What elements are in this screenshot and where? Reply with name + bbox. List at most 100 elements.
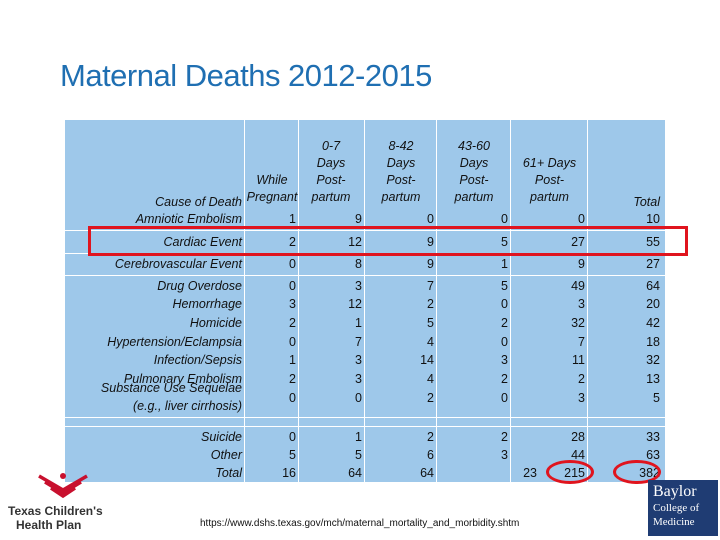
row-separator: [65, 426, 665, 427]
table-cell: 3: [289, 297, 296, 311]
row-label: Other: [210, 448, 242, 462]
header-line: 43-60: [458, 139, 490, 153]
header-while-line1: While: [256, 173, 288, 187]
header-line: Days: [386, 156, 416, 170]
table-cell: 2: [427, 297, 434, 311]
table-cell: 1: [355, 316, 362, 330]
grand-total-highlight: [613, 460, 661, 484]
row-label: Pulmonary Embolism: [123, 372, 242, 386]
table-cell: 23: [523, 466, 537, 480]
header-8-42-days: 8-42 Days Post- partum: [366, 138, 436, 206]
row-label: Hemorrhage: [172, 297, 242, 311]
column-separator: [510, 120, 511, 482]
table-cell: 5: [653, 391, 660, 405]
table-cell: 2: [501, 316, 508, 330]
table-cell: 1: [501, 257, 508, 271]
table-cell: 2: [289, 316, 296, 330]
table-cell: 3: [355, 279, 362, 293]
table-cell: 0: [289, 257, 296, 271]
table-cell: 5: [355, 448, 362, 462]
table-cell: 8: [355, 257, 362, 271]
table-cell: 0: [355, 391, 362, 405]
baylor-logo: Baylor College of Medicine: [648, 480, 718, 536]
table-cell: 9: [355, 212, 362, 226]
table-cell: 9: [578, 257, 585, 271]
table-cell: 3: [501, 448, 508, 462]
table-cell: 5: [501, 235, 508, 249]
table-cell: 5: [427, 316, 434, 330]
header-line: 0-7: [321, 139, 341, 153]
table-cell: 64: [348, 466, 362, 480]
header-0-7-days: 0-7 Days Post- partum: [300, 138, 362, 206]
table-cell: 6: [427, 448, 434, 462]
header-total: Total: [633, 195, 660, 209]
header-line: partum: [454, 190, 494, 204]
header-line: 61+ Days: [522, 156, 577, 170]
table-cell: 14: [420, 353, 434, 367]
row-label: Cerebrovascular Event: [114, 257, 242, 271]
table-cell: 2: [501, 372, 508, 386]
data-table-background: [65, 120, 665, 482]
table-cell: 0: [289, 391, 296, 405]
row-label: Hypertension/Eclampsia: [107, 335, 242, 349]
table-cell: 2: [289, 372, 296, 386]
table-cell: 5: [289, 448, 296, 462]
table-cell: 3: [355, 353, 362, 367]
logo-left-line2: Health Plan: [16, 518, 82, 532]
table-cell: 20: [646, 297, 660, 311]
header-while-pregnant: While Pregnant: [246, 172, 298, 206]
table-cell: 49: [571, 279, 585, 293]
table-cell: 27: [646, 257, 660, 271]
row-label: Amniotic Embolism: [135, 212, 242, 226]
total-61-plus-highlight: [546, 460, 594, 484]
table-cell: 33: [646, 430, 660, 444]
table-cell: 10: [646, 212, 660, 226]
column-separator: [436, 120, 437, 482]
table-cell: 18: [646, 335, 660, 349]
table-cell: 4: [427, 335, 434, 349]
row-label: (e.g., liver cirrhosis): [132, 399, 242, 413]
table-cell: 42: [646, 316, 660, 330]
table-cell: 0: [501, 212, 508, 226]
header-line: partum: [311, 190, 351, 204]
source-url[interactable]: https://www.dshs.texas.gov/mch/maternal_…: [200, 518, 520, 529]
logo-left-line1: Texas Children's: [8, 504, 103, 518]
table-cell: 0: [501, 391, 508, 405]
table-cell: 12: [348, 235, 362, 249]
table-cell: 1: [289, 212, 296, 226]
table-cell: 5: [501, 279, 508, 293]
column-separator: [364, 120, 365, 482]
table-cell: 0: [501, 335, 508, 349]
row-label: Cardiac Event: [163, 235, 242, 249]
row-separator: [65, 230, 665, 231]
table-cell: 0: [289, 279, 296, 293]
table-cell: 27: [571, 235, 585, 249]
header-line: partum: [381, 190, 421, 204]
column-separator: [244, 120, 245, 482]
header-line: 8-42: [388, 139, 414, 153]
table-cell: 16: [282, 466, 296, 480]
table-cell: 3: [355, 372, 362, 386]
table-cell: 9: [427, 257, 434, 271]
table-cell: 1: [355, 430, 362, 444]
table-cell: 63: [646, 448, 660, 462]
table-cell: 13: [646, 372, 660, 386]
table-cell: 32: [646, 353, 660, 367]
table-cell: 0: [501, 297, 508, 311]
row-separator: [65, 275, 665, 276]
baylor-logo-background: [648, 480, 718, 536]
column-separator: [587, 120, 588, 482]
table-cell: 2: [501, 430, 508, 444]
table-cell: 0: [427, 212, 434, 226]
header-line: Post-: [316, 173, 346, 187]
header-43-60-days: 43-60 Days Post- partum: [438, 138, 510, 206]
header-while-line2: Pregnant: [246, 190, 298, 204]
header-line: Post-: [534, 173, 565, 187]
table-cell: 3: [578, 297, 585, 311]
table-cell: 64: [646, 279, 660, 293]
header-cause-of-death: Cause of Death: [155, 195, 242, 209]
row-label: Total: [215, 466, 242, 480]
table-cell: 7: [427, 279, 434, 293]
table-cell: 64: [420, 466, 434, 480]
row-label: Homicide: [189, 316, 242, 330]
